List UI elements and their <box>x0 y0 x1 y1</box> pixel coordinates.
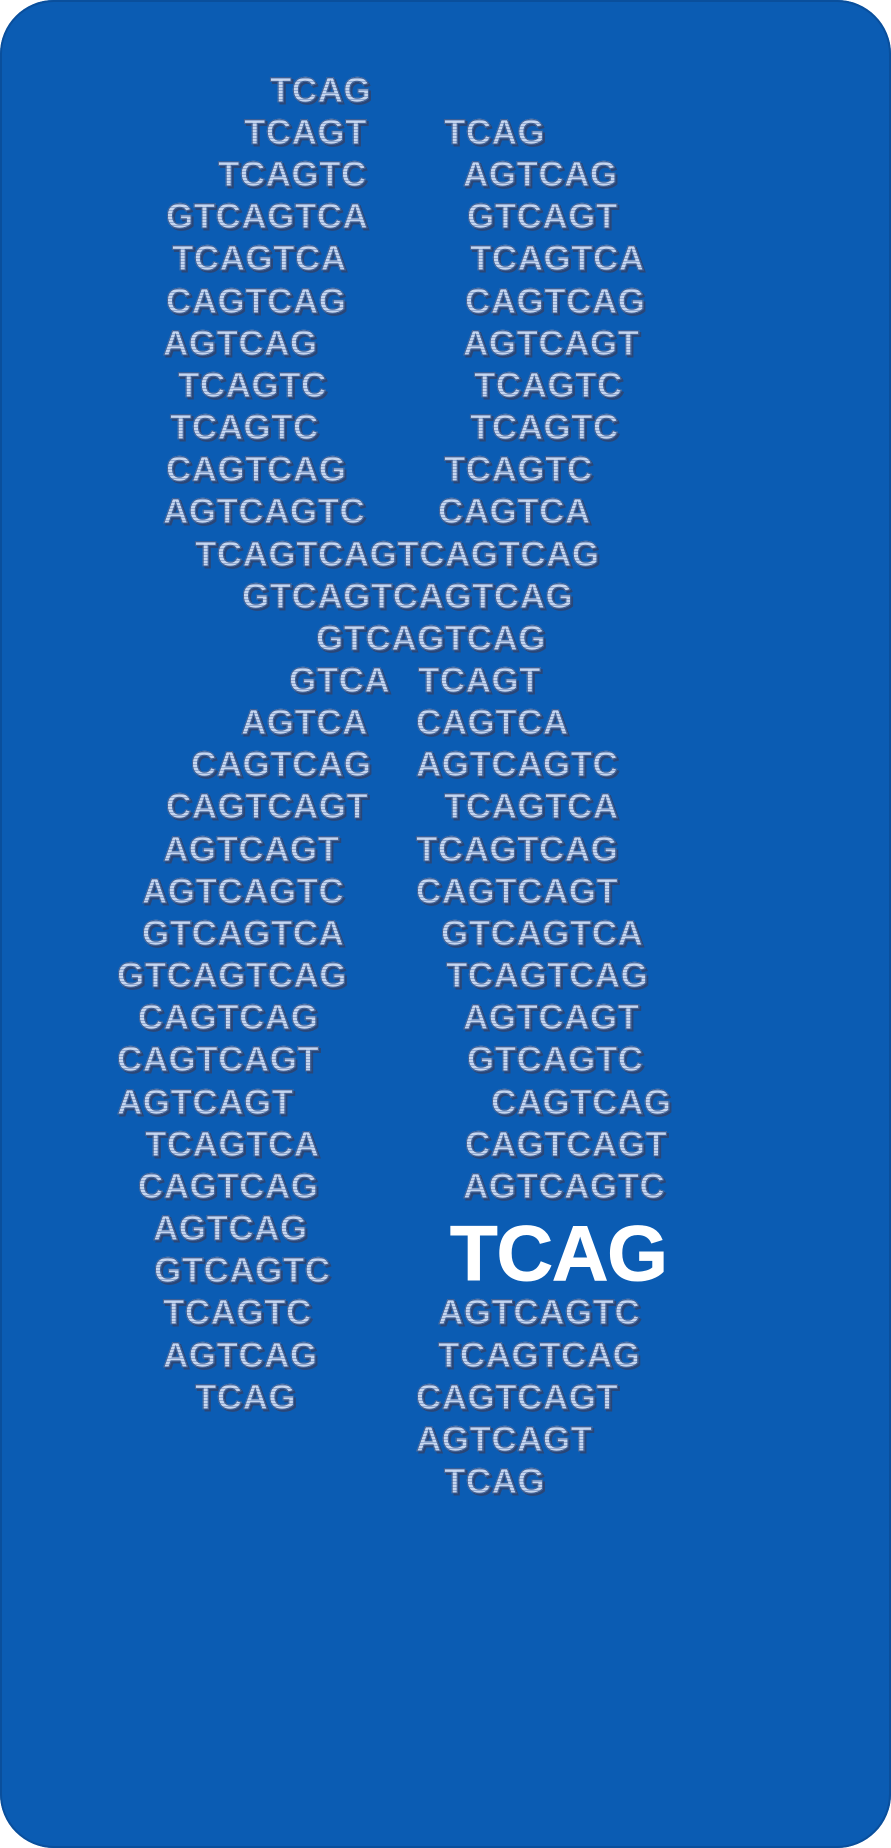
sequence-text: TCAGTC <box>470 408 619 447</box>
sequence-text: GTCAGTC <box>154 1251 331 1290</box>
sequence-text: CAGTCA <box>438 492 591 531</box>
sequence-text: CAGTCAGT <box>165 787 369 826</box>
sequence-text: CAGTCAG <box>165 282 347 321</box>
sequence-text: GTCAGT <box>467 197 618 236</box>
sequence-text: GTCAGTCAGTCAG <box>241 577 574 616</box>
sequence-text: CAGTCAGT <box>415 872 619 911</box>
sequence-text: TCAGTCAGTCAGTCAG <box>195 535 600 574</box>
sequence-text: AGTCA <box>241 703 368 742</box>
sequence-text: TCAGTC <box>444 450 593 489</box>
sequence-text: CAGTCA <box>416 703 569 742</box>
sequence-text: CAGTCAG <box>137 1167 319 1206</box>
sequence-text: GTCAGTCAG <box>315 619 547 658</box>
sequence-text: AGTCAGTC <box>162 492 366 531</box>
sequence-text: AGTCAGTC <box>462 1167 666 1206</box>
sequence-text: AGTCAGTC <box>437 1293 641 1332</box>
sequence-text: TCAGTCA <box>172 239 347 278</box>
sequence-text: AGTCAG <box>163 1336 318 1375</box>
sequence-text: AGTCAGT <box>416 1420 593 1459</box>
sequence-text: TCAGTCAG <box>445 956 649 995</box>
sequence-text: GTCAGTCAG <box>116 956 348 995</box>
sequence-text: TCAG <box>194 1378 297 1417</box>
sequence-text: GTCA <box>288 661 391 700</box>
sequence-text: AGTCAGTC <box>141 872 345 911</box>
sequence-text: CAGTCAG <box>165 450 347 489</box>
sequence-text: GTCAGTC <box>467 1040 644 1079</box>
sequence-text: AGTCAG <box>153 1209 308 1248</box>
sequence-text: TCAGT <box>417 661 542 700</box>
sequence-text: AGTCAGT <box>117 1083 294 1122</box>
sequence-text: GTCAGTCA <box>141 914 345 953</box>
sequence-text: TCAGT <box>243 113 368 152</box>
sequence-text: AGTCAGT <box>163 830 340 869</box>
sequence-text: TCAG <box>269 71 372 110</box>
sequence-text: GTCAGTCA <box>165 197 369 236</box>
sequence-text: AGTCAGT <box>463 324 640 363</box>
sequence-text: TCAGTC <box>218 155 367 194</box>
sequence-text: AGTCAGTC <box>415 745 619 784</box>
sequence-text: AGTCAG <box>163 324 318 363</box>
sequence-text: TCAGTCA <box>470 239 645 278</box>
sequence-text: TCAGTC <box>474 366 623 405</box>
sequence-text: CAGTCAG <box>464 282 646 321</box>
sequence-text: TCAGTCA <box>444 787 619 826</box>
sequence-text: TCAGTC <box>163 1293 312 1332</box>
sequence-text: AGTCAG <box>463 155 618 194</box>
sequence-text: CAGTCAGT <box>464 1125 668 1164</box>
sequence-text: CAGTCAGT <box>116 1040 320 1079</box>
sequence-text: CAGTCAG <box>137 998 319 1037</box>
highlighted-sequence: TCAG <box>450 1209 669 1297</box>
sequence-text: CAGTCAG <box>190 745 372 784</box>
sequence-text: TCAG <box>443 113 546 152</box>
sequence-text: CAGTCAGT <box>415 1378 619 1417</box>
sequence-text: TCAGTCAG <box>437 1336 641 1375</box>
sequence-text: TCAGTC <box>170 408 319 447</box>
sequence-text: AGTCAGT <box>463 998 640 1037</box>
sequence-text: TCAG <box>443 1462 546 1501</box>
sequence-text: CAGTCAG <box>490 1083 672 1122</box>
sequence-text: TCAGTC <box>178 366 327 405</box>
sequence-text: GTCAGTCA <box>440 914 644 953</box>
sequence-text: TCAGTCAG <box>415 830 619 869</box>
sequence-text: TCAGTCA <box>145 1125 320 1164</box>
